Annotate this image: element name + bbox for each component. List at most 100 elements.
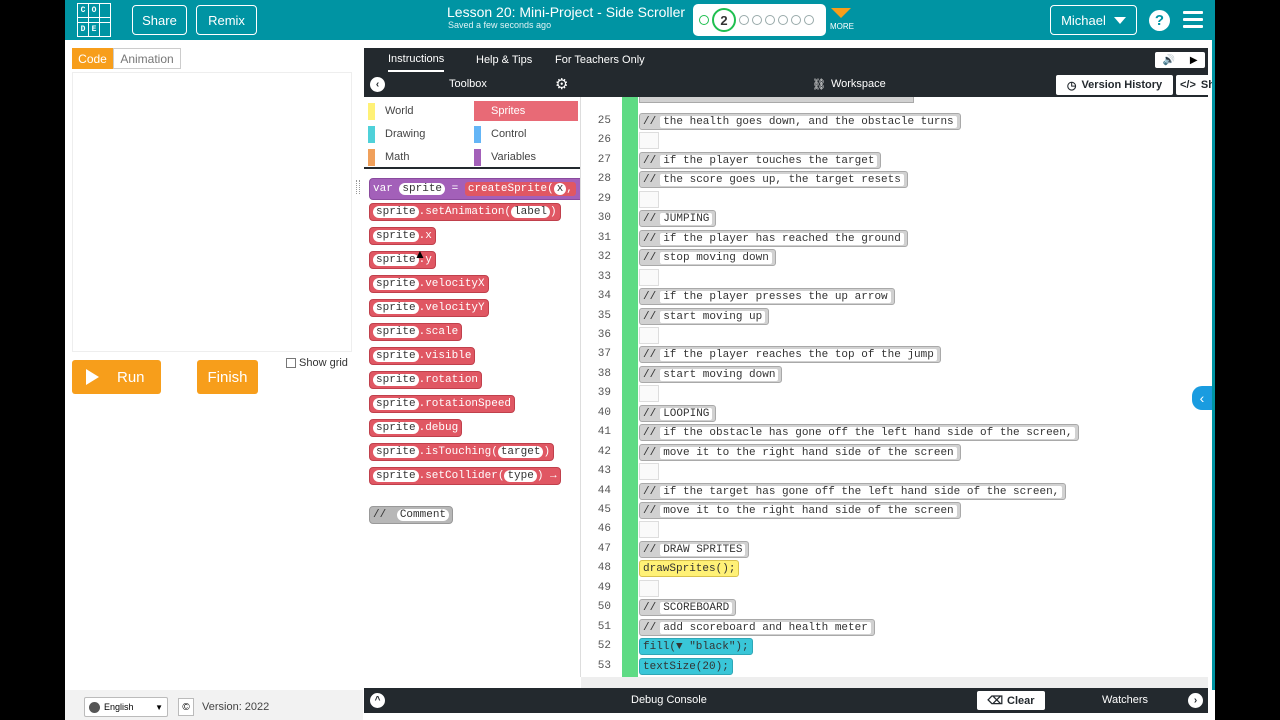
comment-block[interactable]: //move it to the right hand side of the … <box>639 502 961 519</box>
text-to-speech-control[interactable]: 🔊 ▶ <box>1155 52 1205 68</box>
code-statement-block[interactable]: fill(▼ "black"); <box>639 638 753 655</box>
hamburger-menu-icon[interactable] <box>1183 11 1203 28</box>
progress-dot[interactable] <box>778 15 788 25</box>
chevron-right-icon[interactable]: › <box>1188 693 1203 708</box>
progress-dot[interactable] <box>765 15 775 25</box>
comment-block[interactable]: //start moving up <box>639 308 770 325</box>
collapse-toolbox-icon[interactable]: ‹ <box>370 77 385 92</box>
user-menu[interactable]: Michael <box>1050 5 1137 35</box>
comment-block[interactable]: //if the player reaches the top of the j… <box>639 346 941 363</box>
clock-icon: ◷ <box>1066 79 1077 92</box>
empty-line[interactable] <box>639 327 659 344</box>
progress-dot[interactable] <box>791 15 801 25</box>
comment-block[interactable]: //stop moving down <box>639 249 776 266</box>
play-icon <box>86 369 99 385</box>
line-number: 33 <box>597 271 611 283</box>
category-math[interactable]: Math <box>368 147 473 167</box>
var-create-sprite-block[interactable]: var sprite = createSprite(x, <box>369 178 580 200</box>
sprite-property-block[interactable]: sprite .x <box>369 227 436 245</box>
game-canvas[interactable] <box>72 72 352 352</box>
finish-button[interactable]: Finish <box>197 360 258 394</box>
comment-block[interactable]: //start moving down <box>639 366 783 383</box>
comment-slashes: // <box>643 232 657 245</box>
clear-console-button[interactable]: ⌫ Clear <box>977 691 1045 710</box>
comment-block[interactable]: //the health goes down, and the obstacle… <box>639 113 961 130</box>
code-text: fill(▼ "black"); <box>643 640 749 653</box>
code-statement-block[interactable]: drawSprites(); <box>639 560 740 577</box>
clear-label: Clear <box>1007 694 1035 707</box>
sprite-property-block[interactable]: sprite .rotationSpeed <box>369 395 516 413</box>
comment-text: if the player presses the up arrow <box>660 290 891 303</box>
comment-block[interactable]: //move it to the right hand side of the … <box>639 444 961 461</box>
category-variables[interactable]: Variables <box>474 147 578 167</box>
show-grid-checkbox[interactable] <box>286 358 296 368</box>
show-text-button[interactable]: </> Show Text <box>1176 75 1215 95</box>
version-history-label: Version History <box>1081 79 1163 91</box>
tab-code[interactable]: Code <box>72 48 113 69</box>
empty-line[interactable] <box>639 191 659 208</box>
category-control[interactable]: Control <box>474 124 578 144</box>
tab-help-tips[interactable]: Help & Tips <box>476 54 533 66</box>
help-icon[interactable]: ? <box>1149 10 1170 31</box>
more-button[interactable]: MORE <box>830 8 854 31</box>
progress-current-level[interactable]: 2 <box>712 8 736 32</box>
language-select[interactable]: English ▼ <box>84 697 168 717</box>
comment-block[interactable]: //if the player touches the target <box>639 152 882 169</box>
expand-debug-icon[interactable]: ^ <box>370 693 385 708</box>
scrollbar[interactable] <box>1212 40 1215 690</box>
comment-block[interactable]: //if the obstacle has gone off the left … <box>639 424 1080 441</box>
version-history-button[interactable]: ◷ Version History <box>1056 75 1173 95</box>
sprite-property-block[interactable]: sprite .scale <box>369 323 463 341</box>
empty-line[interactable] <box>639 463 659 480</box>
resize-handle[interactable] <box>356 180 360 194</box>
code-workspace[interactable]: 25 26 27 28 29 30 31 32 33 34 35 36 37 38 39 40 41 42 43 44… <box>581 97 1208 677</box>
sprite-property-block[interactable]: sprite .setAnimation(label) <box>369 203 561 221</box>
progress-dot[interactable] <box>752 15 762 25</box>
comment-block[interactable]: // Comment <box>369 506 454 524</box>
code-org-logo[interactable]: C O D E <box>77 3 111 37</box>
sprite-property-block[interactable]: sprite .setCollider(type) → <box>369 467 561 485</box>
progress-dot[interactable] <box>804 15 814 25</box>
comment-block[interactable]: //if the player has reached the ground <box>639 230 908 247</box>
sprite-property-block[interactable]: sprite .isTouching(target) <box>369 443 555 461</box>
share-button[interactable]: Share <box>132 5 187 35</box>
comment-block[interactable]: //LOOPING <box>639 405 717 422</box>
progress-dot[interactable] <box>699 15 709 25</box>
progress-dot[interactable] <box>739 15 749 25</box>
code-statement-block[interactable]: textSize(20); <box>639 658 733 675</box>
swatch <box>474 102 481 120</box>
run-button[interactable]: Run <box>72 360 161 394</box>
sprite-property-block[interactable]: sprite .rotation <box>369 371 483 389</box>
comment-block[interactable]: //DRAW SPRITES <box>639 541 750 558</box>
empty-line[interactable] <box>639 269 659 286</box>
sprite-property-block[interactable]: sprite .debug <box>369 419 463 437</box>
comment-block[interactable]: //JUMPING <box>639 210 717 227</box>
logo-letter: D <box>78 23 88 36</box>
code-block-partial <box>639 97 914 103</box>
category-sprites[interactable]: Sprites <box>474 101 578 121</box>
sprite-property-block[interactable]: sprite .y <box>369 251 436 269</box>
comment-block[interactable]: //if the target has gone off the left ha… <box>639 483 1067 500</box>
gear-icon[interactable]: ⚙ <box>555 76 569 93</box>
copyright-icon[interactable]: © <box>178 698 194 716</box>
category-drawing[interactable]: Drawing <box>368 124 473 144</box>
remix-button[interactable]: Remix <box>196 5 257 35</box>
comment-block[interactable]: //add scoreboard and health meter <box>639 619 875 636</box>
comment-block[interactable]: //the score goes up, the target resets <box>639 171 908 188</box>
show-grid-toggle[interactable]: Show grid <box>286 357 348 369</box>
expand-panel-icon[interactable]: ‹ <box>1192 386 1212 410</box>
category-world[interactable]: World <box>368 101 473 121</box>
sprite-property-block[interactable]: sprite .visible <box>369 347 476 365</box>
empty-line[interactable] <box>639 385 659 402</box>
sprite-property-block[interactable]: sprite .velocityY <box>369 299 489 317</box>
comment-block[interactable]: //SCOREBOARD <box>639 599 737 616</box>
comment-block[interactable]: //if the player presses the up arrow <box>639 288 895 305</box>
empty-line[interactable] <box>639 132 659 149</box>
sprite-property-block[interactable]: sprite .velocityX <box>369 275 489 293</box>
console-splitter[interactable] <box>581 677 1208 688</box>
tab-animation[interactable]: Animation <box>113 48 181 69</box>
tab-for-teachers[interactable]: For Teachers Only <box>555 54 645 66</box>
tab-instructions[interactable]: Instructions <box>388 48 445 72</box>
empty-line[interactable] <box>639 521 659 538</box>
empty-line[interactable] <box>639 580 659 597</box>
